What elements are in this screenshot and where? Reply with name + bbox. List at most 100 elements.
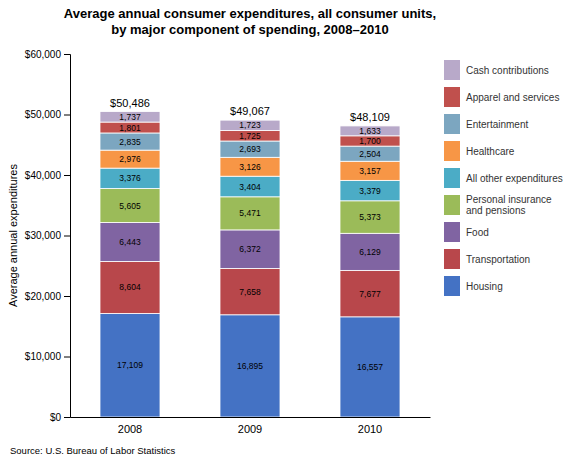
bar [340,270,400,316]
legend-swatch [444,222,460,242]
y-tick: $10,000 [25,351,70,362]
data-label: 3,376 [119,173,141,183]
x-tick: 2010 [358,423,382,435]
chart: Average annual consumer expenditures, al… [0,0,580,461]
data-label: 3,379 [359,186,381,196]
bar [100,150,160,168]
bar [220,230,280,269]
legend-label: Cash contributions [466,65,549,76]
bar [340,201,400,234]
bar [340,146,400,161]
data-label: 3,126 [239,162,261,172]
bar [340,180,400,200]
data-label: 16,557 [357,362,383,372]
data-label: 6,443 [119,237,141,247]
bar [340,233,400,270]
y-tick-mark [64,54,70,55]
x-axis: 2008 2009 2010 [71,418,431,435]
x-tick-label: 2010 [358,423,382,435]
legend-item: Personal insuranceand pensions [444,194,552,216]
legend-item: Apparel and services [444,87,559,107]
data-label: 8,604 [119,282,141,292]
data-label: 1,633 [359,126,381,136]
bar [340,126,400,136]
y-tick: $20,000 [25,291,70,302]
y-tick: $60,000 [25,49,70,60]
legend-swatch [444,141,460,161]
data-label: 1,723 [239,120,261,130]
x-tick-label: 2009 [238,423,262,435]
data-label: 7,658 [239,287,261,297]
y-tick-label: $20,000 [25,291,62,302]
data-labels: 17,10916,89516,5578,6047,6587,6776,4436,… [117,112,383,372]
data-label: 3,404 [239,182,261,192]
legend-label: Healthcare [466,146,515,157]
data-label: 2,835 [119,137,141,147]
legend-item: Healthcare [444,141,515,161]
legend-item: Housing [444,276,503,296]
data-label: 2,693 [239,144,261,154]
data-label: 1,700 [359,136,381,146]
y-tick: $0 [50,412,70,423]
bar [220,131,280,141]
y-tick: $30,000 [25,230,70,241]
legend-item: All other expenditures [444,168,563,188]
y-tick-mark [64,296,70,297]
data-label: 1,737 [119,112,141,122]
legend-swatch [444,168,460,188]
legend-label: Food [466,227,489,238]
legend-item: Entertainment [444,114,528,134]
y-tick-label: $50,000 [25,109,62,120]
legend-item: Transportation [444,249,530,269]
legend-swatch [444,114,460,134]
legend-swatch [444,87,460,107]
x-tick: 2008 [118,423,142,435]
bar [100,133,160,150]
bar-series [100,313,400,417]
total-label: $50,486 [110,97,150,109]
title: Average annual consumer expenditures, al… [64,6,436,37]
bar [100,189,160,223]
y-tick-label: $10,000 [25,351,62,362]
legend-swatch [444,276,460,296]
bar [340,317,400,417]
data-label: 2,976 [119,154,141,164]
plot: $0 $10,000 $20,000 $30,000 $40,000 $50,000 $60… [25,49,431,435]
total-label: $48,109 [350,111,390,123]
bar [340,161,400,180]
y-tick-mark [64,417,70,418]
bar [220,120,280,130]
data-label: 2,504 [359,149,381,159]
y-tick-label: $60,000 [25,49,62,60]
y-axis-line [64,55,71,418]
x-tick-label: 2008 [118,423,142,435]
legend: Cash contributions Apparel and services En… [444,60,563,296]
bars [100,112,400,417]
bar [100,112,160,123]
bar [100,313,160,417]
y-axis-title: Average annual expenditures [7,164,19,307]
y-tick: $40,000 [25,170,70,181]
data-label: 1,725 [239,131,261,141]
data-label: 6,372 [239,244,261,254]
bar [220,141,280,157]
data-label: 5,605 [119,201,141,211]
y-tick-mark [64,236,70,237]
legend-label: Transportation [466,254,530,265]
legend-label: All other expenditures [466,173,563,184]
bar [100,168,160,188]
bar [220,315,280,417]
y-tick-mark [64,175,70,176]
data-label: 5,471 [239,208,261,218]
legend-swatch [444,249,460,269]
legend-swatch [444,60,460,80]
y-tick-mark [64,115,70,116]
total-label: $49,067 [230,105,270,117]
y-axis: $0 $10,000 $20,000 $30,000 $40,000 $50,000 $60… [25,49,71,423]
y-tick: $50,000 [25,109,70,120]
legend-item: Cash contributions [444,60,549,80]
y-tick-label: $0 [50,412,62,423]
bar [220,197,280,230]
y-tick-mark [64,357,70,358]
bar [340,136,400,146]
